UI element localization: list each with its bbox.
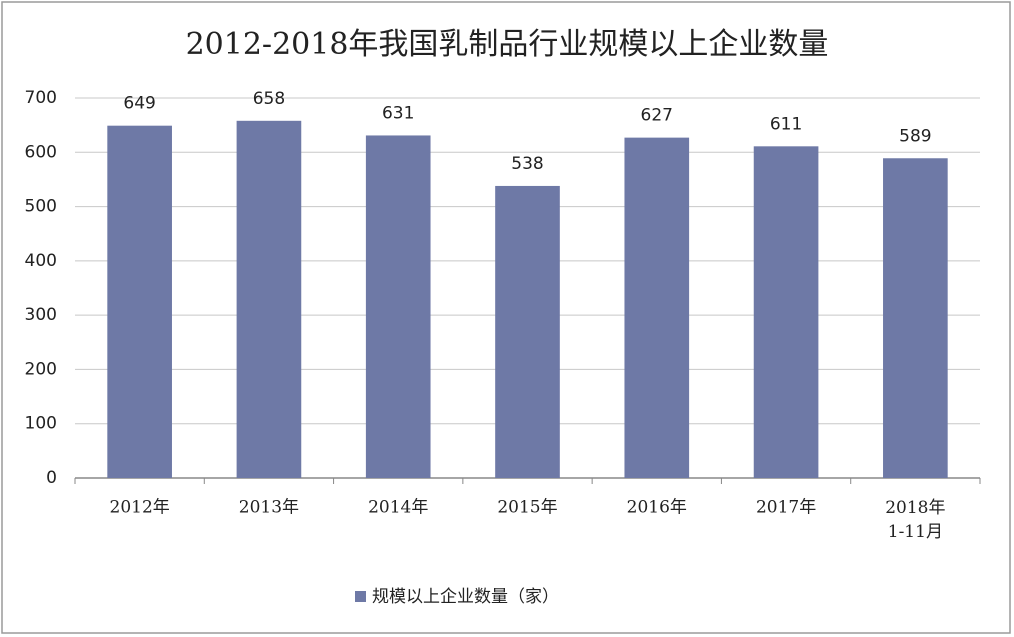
bar [495, 185, 560, 478]
y-tick-label: 200 [25, 359, 57, 379]
data-label: 538 [511, 154, 543, 174]
data-label: 649 [123, 94, 155, 114]
x-tick-label: 2016年 [627, 498, 687, 518]
x-tick-label: 2013年 [239, 498, 299, 518]
bar [624, 137, 690, 478]
x-tick-label: 2014年 [368, 498, 428, 518]
data-label: 631 [382, 103, 414, 123]
y-tick-label: 600 [25, 142, 57, 162]
y-tick-label: 0 [46, 468, 57, 488]
bar [883, 158, 948, 478]
bar [753, 146, 819, 479]
data-label: 611 [770, 114, 802, 134]
legend-swatch [355, 591, 366, 602]
bar [365, 135, 431, 478]
y-tick-label: 500 [25, 197, 57, 217]
y-tick-label: 400 [25, 251, 57, 271]
y-tick-label: 300 [25, 305, 57, 325]
legend-label: 规模以上企业数量（家） [372, 587, 559, 607]
data-label: 627 [641, 106, 673, 126]
data-label: 658 [253, 89, 285, 109]
bar [236, 120, 302, 479]
x-tick-label: 2015年 [497, 498, 557, 518]
data-label: 589 [899, 126, 931, 146]
y-tick-label: 100 [25, 414, 57, 434]
x-tick-label: 2012年 [110, 498, 170, 518]
x-tick-label: 2018年 1-11月 [885, 498, 945, 542]
y-tick-label: 700 [25, 88, 57, 108]
x-tick-label: 2017年 [756, 498, 816, 518]
bar [107, 125, 172, 478]
chart-title: 2012-2018年我国乳制品行业规模以上企业数量 [186, 27, 829, 62]
